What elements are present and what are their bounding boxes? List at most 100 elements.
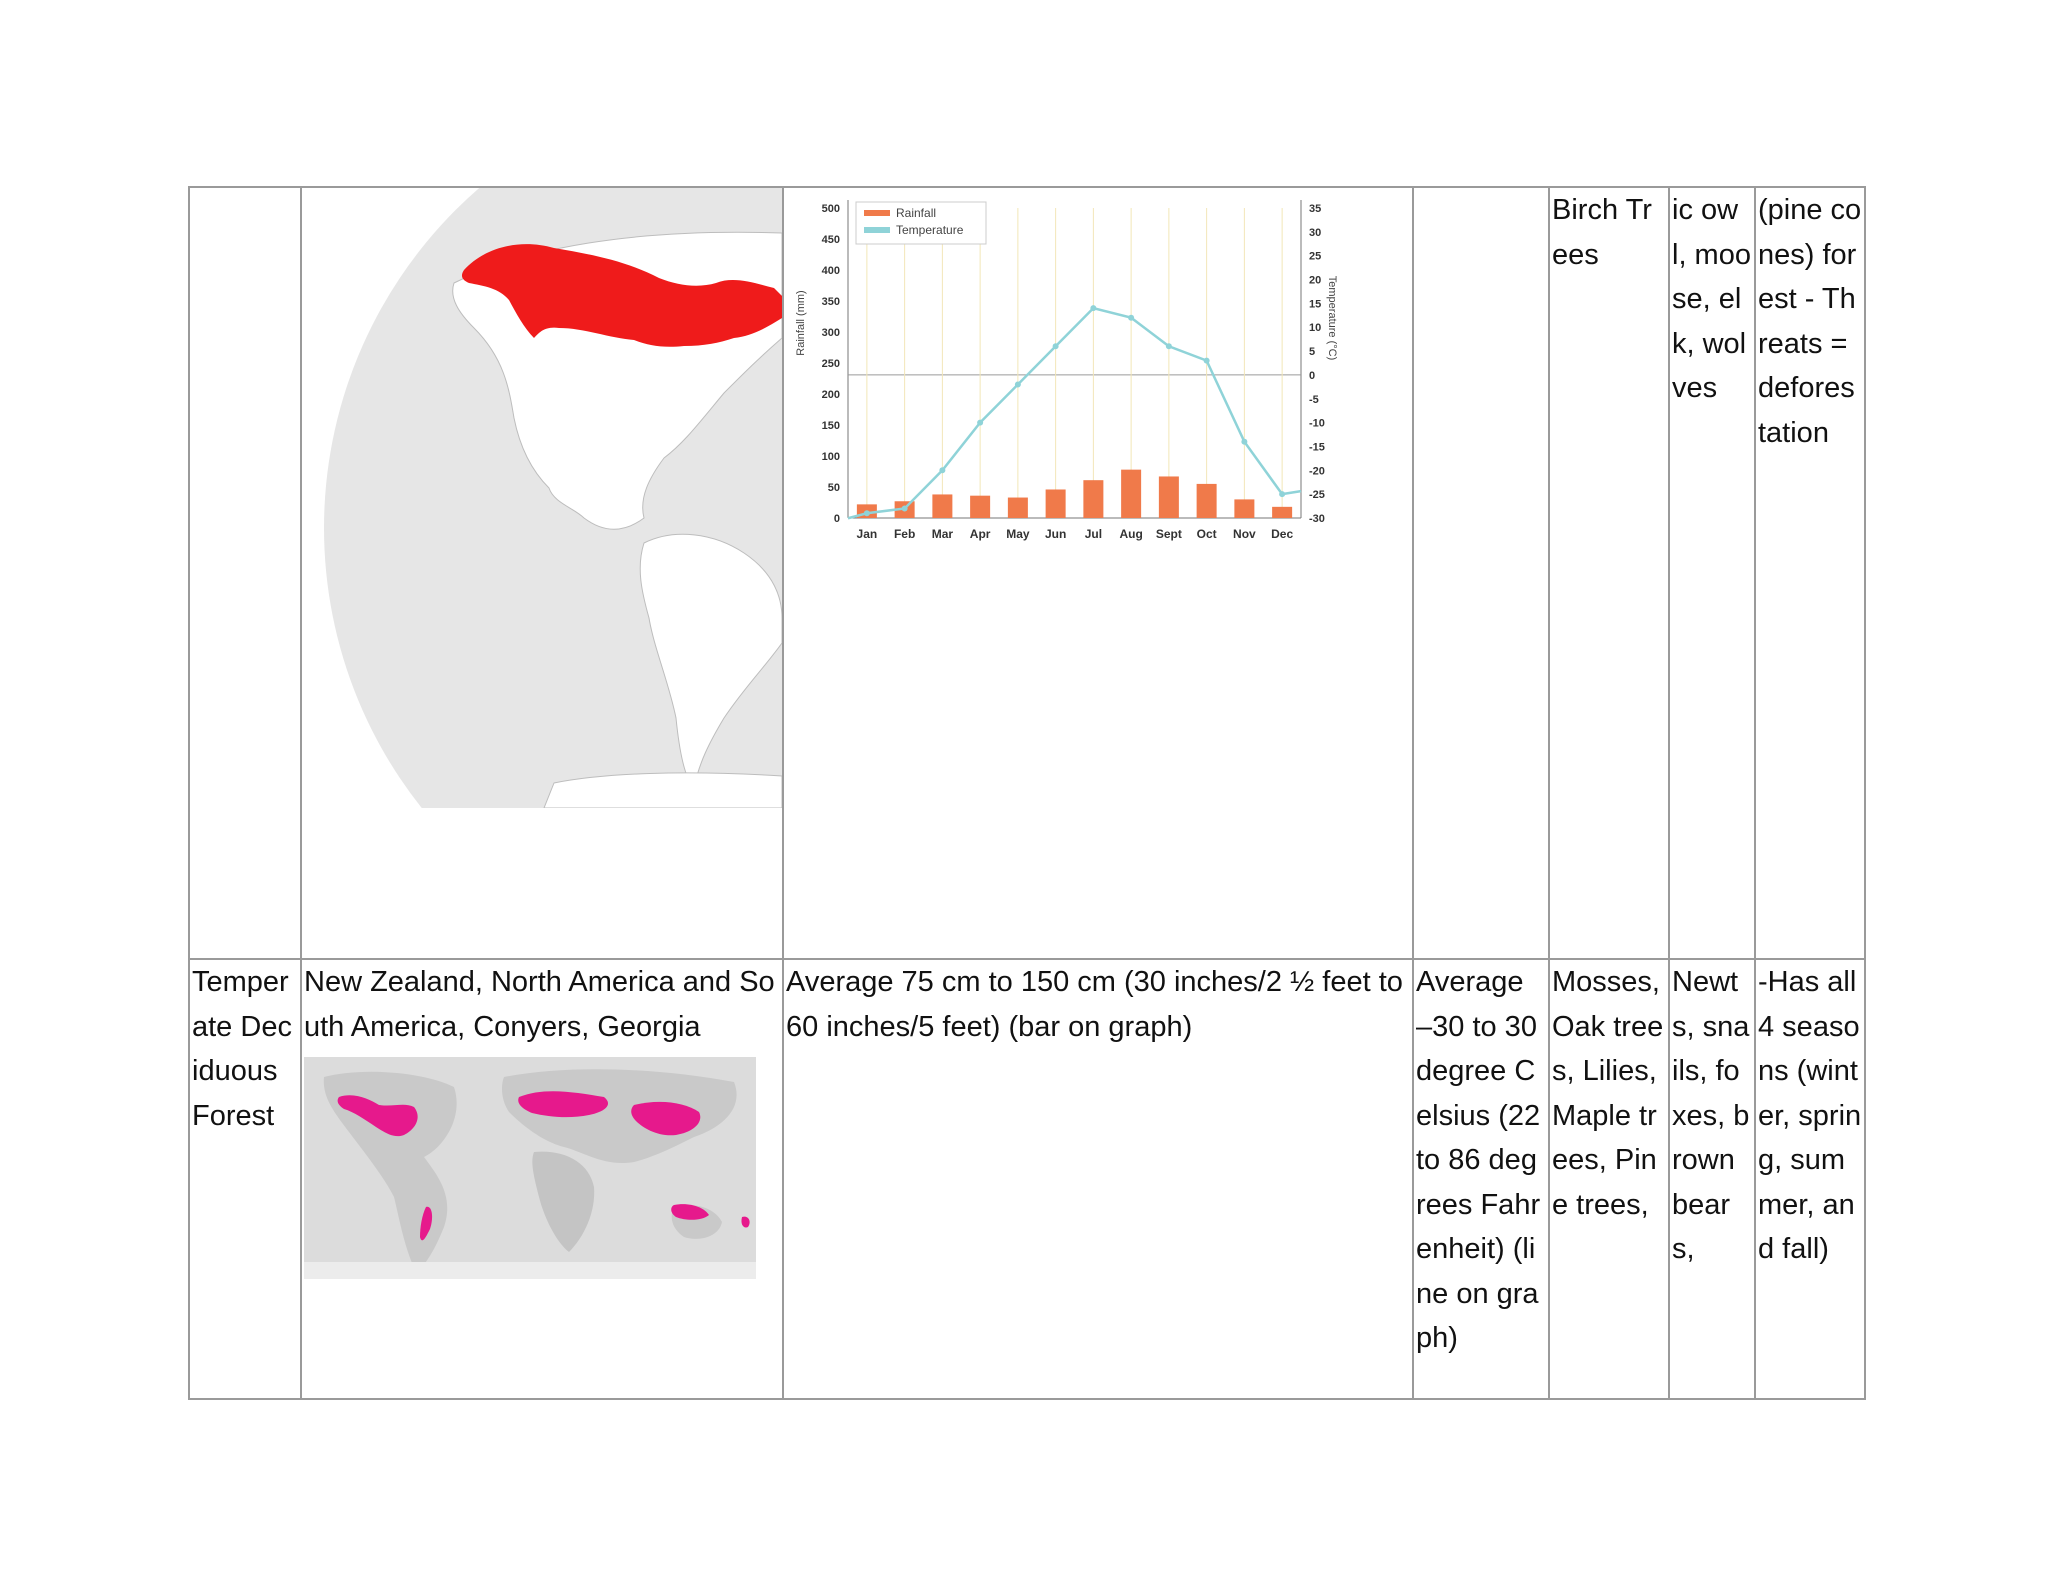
temperature-point bbox=[1052, 343, 1059, 350]
y2-tick-label: -20 bbox=[1309, 465, 1325, 477]
legend-temperature-swatch bbox=[864, 227, 890, 233]
y2-tick-label: 25 bbox=[1309, 251, 1321, 263]
x-tick-label: Oct bbox=[1197, 527, 1217, 541]
region-north-america-east bbox=[337, 1095, 418, 1137]
temperature-point bbox=[1014, 381, 1021, 388]
rainfall-text: Average 75 cm to 150 cm (30 inches/2 ½ f… bbox=[786, 966, 1403, 1043]
rainfall-bar bbox=[970, 495, 991, 518]
cell-animals: Newts, snails, foxes, brown bears, bbox=[1668, 958, 1756, 1400]
globe-map-icon bbox=[324, 189, 781, 808]
plants-text: Birch Trees bbox=[1552, 194, 1652, 271]
y2-tick-label: 35 bbox=[1309, 203, 1321, 215]
rainfall-bar bbox=[1158, 476, 1179, 518]
continent-africa bbox=[532, 1151, 595, 1252]
y2-tick-label: 20 bbox=[1309, 275, 1321, 287]
y-tick-label: 200 bbox=[822, 389, 840, 401]
legend-box bbox=[855, 201, 987, 245]
cell-location: New Zealand, North America and South Ame… bbox=[300, 958, 784, 1400]
cell-plants: Mosses, Oak trees, Lilies, Maple trees, … bbox=[1548, 958, 1670, 1400]
temperature-point bbox=[901, 505, 908, 512]
rainfall-bar bbox=[1234, 499, 1255, 518]
y-tick-label: 500 bbox=[822, 203, 840, 215]
climate-chart: Rainfall (mm) Temperature (°C) Jan Feb Mar… bbox=[795, 200, 1338, 541]
table-row-deciduous: Temperate Deciduous Forest New Zealand, … bbox=[188, 958, 1866, 1400]
y2-tick-label: -25 bbox=[1309, 489, 1325, 501]
x-tick-label: Feb bbox=[894, 527, 915, 541]
y-tick-label: 0 bbox=[834, 513, 840, 525]
cell-biome: Temperate Deciduous Forest bbox=[188, 958, 302, 1400]
temperature-point bbox=[863, 510, 870, 517]
rainfall-bar bbox=[1121, 469, 1142, 518]
antarctica-strip bbox=[304, 1262, 756, 1279]
y-tick-label: 350 bbox=[822, 296, 840, 308]
y2-tick-label: 5 bbox=[1309, 346, 1315, 358]
temperature-text: Average –30 to 30 degree Celsius (22 to … bbox=[1416, 966, 1541, 1354]
cell-biome bbox=[188, 186, 302, 960]
y2-axis-label: Temperature (°C) bbox=[1326, 276, 1338, 360]
cell-location bbox=[300, 186, 784, 960]
x-tick-label: Sept bbox=[1156, 527, 1182, 541]
biome-text: Temperate Deciduous Forest bbox=[192, 966, 292, 1132]
y-tick-label: 450 bbox=[822, 234, 840, 246]
y2-tick-label: 15 bbox=[1309, 298, 1321, 310]
y2-tick-label: -30 bbox=[1309, 513, 1325, 525]
cell-temperature: Average –30 to 30 degree Celsius (22 to … bbox=[1412, 958, 1550, 1400]
y-tick-label: 400 bbox=[822, 265, 840, 277]
temperature-point bbox=[1165, 343, 1172, 350]
y-tick-label: 50 bbox=[828, 482, 840, 494]
notes-text: -Has all 4 seasons (winter, spring, summ… bbox=[1758, 966, 1862, 1265]
y2-tick-label: 30 bbox=[1309, 227, 1321, 239]
temperature-point bbox=[1241, 438, 1248, 445]
temperature-point bbox=[1128, 314, 1135, 321]
y2-tick-label: 0 bbox=[1309, 370, 1315, 382]
x-tick-label: Jun bbox=[1045, 527, 1066, 541]
cell-notes: -Has all 4 seasons (winter, spring, summ… bbox=[1754, 958, 1866, 1400]
chart-legend: Rainfall Temperature bbox=[855, 201, 987, 245]
legend-rainfall-label: Rainfall bbox=[896, 206, 936, 220]
rainfall-bar bbox=[1007, 497, 1028, 518]
x-tick-label: Jul bbox=[1085, 527, 1102, 541]
taiga-region bbox=[461, 244, 781, 347]
region-east-asia bbox=[631, 1101, 701, 1136]
y2-tick-label: -15 bbox=[1309, 441, 1325, 453]
region-south-america-south bbox=[420, 1206, 433, 1241]
rainfall-bar bbox=[1196, 483, 1217, 518]
y-axis-label: Rainfall (mm) bbox=[795, 290, 807, 355]
cell-animals: ic owl, moose, elk, wolves bbox=[1668, 186, 1756, 960]
legend-rainfall-swatch bbox=[864, 210, 890, 216]
biome-table: Rainfall (mm) Temperature (°C) Jan Feb Mar… bbox=[188, 186, 1866, 1400]
temperature-point bbox=[977, 419, 984, 426]
region-australia bbox=[671, 1204, 709, 1220]
cell-notes: (pine cones) forest - Threats = deforest… bbox=[1754, 186, 1866, 960]
cell-temperature bbox=[1412, 186, 1550, 960]
world-map-icon bbox=[304, 1057, 756, 1279]
y-tick-label: 300 bbox=[822, 327, 840, 339]
deciduous-regions bbox=[337, 1091, 750, 1241]
x-tick-label: Apr bbox=[970, 527, 991, 541]
temperature-point bbox=[939, 467, 946, 474]
region-new-zealand bbox=[741, 1216, 750, 1228]
y-tick-label: 250 bbox=[822, 358, 840, 370]
region-europe bbox=[518, 1091, 609, 1118]
notes-text: (pine cones) forest - Threats = deforest… bbox=[1758, 194, 1862, 449]
south-america-landmass bbox=[639, 533, 781, 790]
rainfall-bar bbox=[1083, 480, 1104, 518]
cell-rainfall: Rainfall (mm) Temperature (°C) Jan Feb Mar… bbox=[782, 186, 1414, 960]
temperature-point bbox=[1279, 491, 1286, 498]
plants-text: Mosses, Oak trees, Lilies, Maple trees, … bbox=[1552, 966, 1664, 1221]
rainfall-bar bbox=[1045, 489, 1066, 518]
rainfall-bar bbox=[932, 494, 953, 518]
cell-plants: Birch Trees bbox=[1548, 186, 1670, 960]
temperature-point bbox=[1203, 357, 1210, 364]
table-row-taiga: Rainfall (mm) Temperature (°C) Jan Feb Mar… bbox=[188, 186, 1866, 960]
y2-tick-label: 10 bbox=[1309, 322, 1321, 334]
x-tick-label: Jan bbox=[857, 527, 878, 541]
temperature-line bbox=[847, 306, 1302, 520]
rainfall-bar bbox=[1272, 506, 1293, 518]
y-tick-label: 100 bbox=[822, 451, 840, 463]
legend-temperature-label: Temperature bbox=[896, 223, 964, 237]
animals-text: Newts, snails, foxes, brown bears, bbox=[1672, 966, 1750, 1265]
temperature-point bbox=[1090, 305, 1097, 312]
location-text: New Zealand, North America and South Ame… bbox=[304, 966, 775, 1043]
y2-tick-label: -10 bbox=[1309, 418, 1325, 430]
